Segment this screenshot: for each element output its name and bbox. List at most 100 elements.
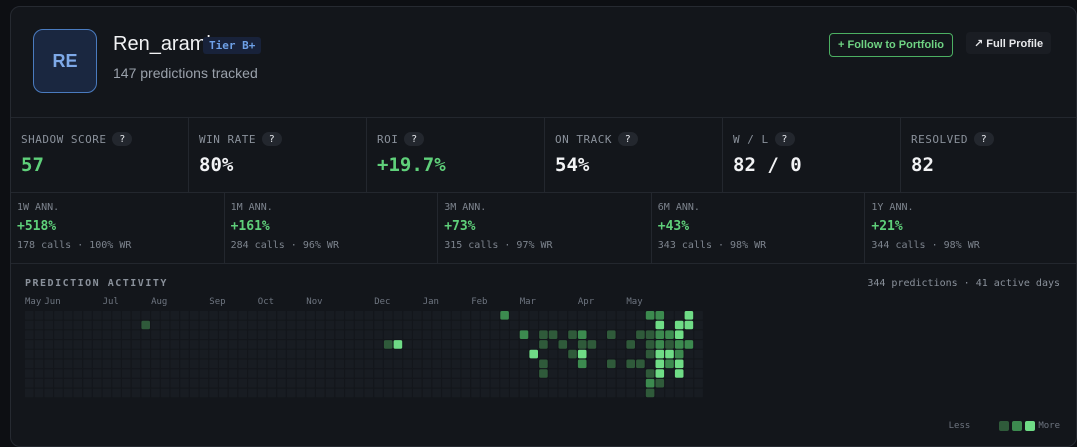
activity-cell: [383, 311, 393, 320]
activity-cell: [354, 330, 364, 339]
activity-cell: [510, 349, 519, 359]
activity-cell: [383, 378, 393, 388]
activity-cell-active: [141, 320, 150, 330]
activity-cell: [151, 388, 160, 398]
activity-cell: [616, 330, 626, 339]
month-label: Sep: [209, 297, 226, 307]
activity-cell: [238, 311, 247, 320]
stat-label: SHADOW SCORE: [21, 132, 107, 146]
activity-cell: [694, 311, 703, 320]
activity-cell: [267, 320, 277, 330]
full-profile-button[interactable]: ↗ Full Profile: [966, 32, 1052, 54]
activity-cell: [335, 340, 344, 349]
activity-cell: [665, 311, 674, 320]
month-label: Dec: [374, 297, 391, 307]
activity-cell: [490, 378, 500, 388]
activity-cell-active: [383, 340, 393, 349]
activity-cell: [63, 340, 73, 349]
help-icon[interactable]: ?: [617, 132, 638, 146]
trader-profile-card: RE Ren_aramb Tier B+ 147 predictions tra…: [10, 6, 1077, 447]
activity-cell: [228, 330, 238, 339]
activity-cell: [694, 369, 703, 378]
activity-cell: [73, 330, 83, 339]
activity-cell: [587, 320, 597, 330]
activity-cell: [413, 359, 422, 369]
activity-cell: [480, 378, 490, 388]
help-icon[interactable]: ?: [774, 132, 795, 146]
activity-cell: [510, 320, 519, 330]
activity-cell: [393, 320, 403, 330]
ann-label: 1W ANN.: [17, 202, 60, 213]
activity-cell: [160, 388, 170, 398]
activity-cell: [480, 388, 490, 398]
activity-cell: [286, 320, 296, 330]
activity-cell: [306, 388, 315, 398]
activity-cell: [63, 369, 73, 378]
follow-to-portfolio-button[interactable]: + Follow to Portfolio: [829, 33, 954, 57]
help-icon[interactable]: ?: [404, 132, 425, 146]
ann-3m: 3M ANN. +73% 315 calls · 97% WR: [438, 192, 652, 263]
activity-cell: [364, 330, 374, 339]
activity-cell: [558, 320, 568, 330]
activity-cell: [257, 330, 267, 339]
activity-cell: [151, 378, 160, 388]
activity-cell: [393, 349, 403, 359]
activity-cell: [54, 340, 63, 349]
activity-cell: [102, 359, 112, 369]
activity-cell: [325, 388, 335, 398]
activity-cell-active: [655, 320, 665, 330]
help-icon[interactable]: ?: [112, 132, 133, 146]
activity-cell: [306, 330, 315, 339]
activity-cell: [151, 349, 160, 359]
activity-cell: [131, 349, 141, 359]
ann-value: +161%: [230, 219, 270, 234]
activity-cell: [63, 359, 73, 369]
activity-cell: [354, 359, 364, 369]
activity-cell: [403, 340, 412, 349]
activity-cell: [519, 388, 529, 398]
activity-cell: [170, 349, 180, 359]
stat-resolved: RESOLVED? 82: [901, 118, 1076, 192]
activity-cell: [209, 320, 218, 330]
activity-cell: [587, 388, 597, 398]
activity-cell: [238, 378, 247, 388]
annualized-returns-row: 1W ANN. +518% 178 calls · 100% WR 1M ANN…: [11, 192, 1076, 264]
activity-cell: [257, 359, 267, 369]
ann-label: 6M ANN.: [657, 202, 700, 213]
activity-cell-active: [645, 378, 655, 388]
activity-cell: [248, 378, 257, 388]
activity-cell: [393, 369, 403, 378]
activity-cell: [73, 378, 83, 388]
activity-cell: [199, 330, 209, 339]
activity-cell: [413, 320, 422, 330]
activity-cell: [587, 349, 597, 359]
activity-cell: [228, 311, 238, 320]
help-icon[interactable]: ?: [261, 132, 282, 146]
activity-cell: [442, 340, 451, 349]
activity-cell: [209, 378, 218, 388]
activity-cell: [364, 340, 374, 349]
activity-cell: [568, 369, 577, 378]
activity-cell: [597, 311, 606, 320]
help-icon[interactable]: ?: [973, 132, 994, 146]
activity-cell: [92, 340, 102, 349]
activity-cell-active: [587, 340, 597, 349]
stat-roi: ROI? +19.7%: [367, 118, 545, 192]
activity-cell: [529, 388, 538, 398]
activity-cell: [34, 330, 44, 339]
ann-value: +43%: [657, 219, 690, 234]
activity-cell: [296, 369, 306, 378]
activity-cell: [238, 349, 247, 359]
activity-cell: [577, 311, 587, 320]
activity-cell: [374, 349, 383, 359]
activity-cell: [374, 359, 383, 369]
activity-title: PREDICTION ACTIVITY: [25, 278, 168, 289]
activity-cell: [519, 359, 529, 369]
activity-cell: [141, 388, 150, 398]
activity-cell: [354, 311, 364, 320]
activity-cell-active: [539, 340, 548, 349]
activity-cell: [451, 320, 461, 330]
activity-cell: [102, 369, 112, 378]
activity-cell: [393, 359, 403, 369]
activity-cell: [364, 378, 374, 388]
